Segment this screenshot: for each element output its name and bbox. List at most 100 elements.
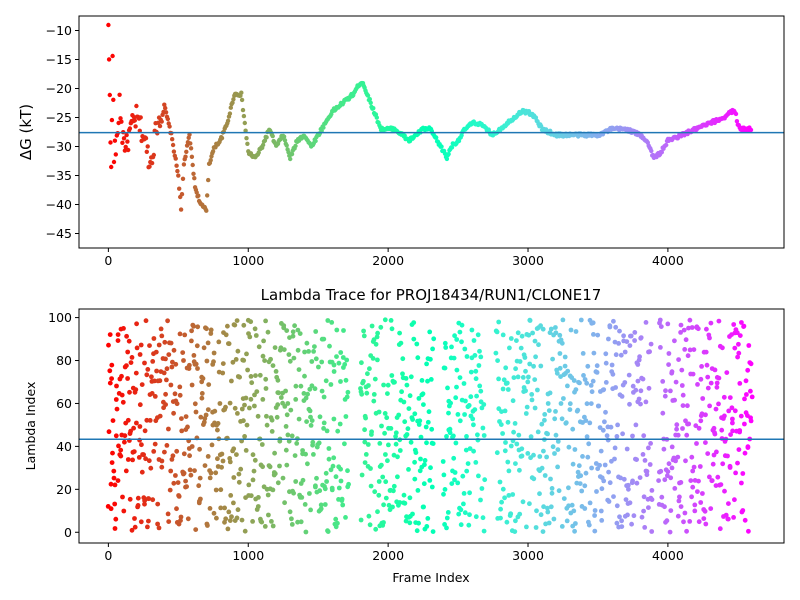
lambda-point [468,369,474,375]
delta-g-point [176,173,181,178]
delta-g-point [180,176,186,181]
lambda-point [475,332,481,338]
lambda-point [707,335,712,341]
lambda-point [442,365,448,371]
lambda-point [661,446,667,452]
lambda-point [164,443,170,448]
lambda-point [519,333,525,339]
lambda-point [481,433,487,438]
lambda-point [503,440,508,445]
lambda-point [566,485,571,491]
lambda-point [321,394,327,400]
lambda-point [462,346,468,352]
lambda-point [234,452,239,457]
lambda-point [502,448,508,454]
lambda-point [181,358,186,363]
lambda-point [208,327,214,333]
lambda-point [374,334,380,340]
delta-g-point [119,119,124,124]
lambda-point [500,332,506,338]
lambda-point [177,331,183,337]
lambda-point [235,411,240,416]
lambda-point [220,361,226,366]
lambda-point [518,345,524,351]
lambda-point [573,521,578,526]
delta-g-point [175,168,180,174]
lambda-point [248,493,254,499]
lambda-point [478,388,484,394]
lambda-point [527,361,533,367]
lambda-point [227,518,233,523]
lambda-point [410,417,415,422]
lambda-point [541,504,546,510]
lambda-point [582,506,588,511]
lambda-point [729,405,735,411]
lambda-point [690,484,696,490]
lambda-point [219,464,225,470]
lambda-point [138,519,144,525]
lambda-point [193,361,199,367]
lambda-point [691,464,697,470]
lambda-point [344,357,350,363]
lambda-point [338,379,343,384]
lambda-point [428,465,433,471]
lambda-point [607,324,613,330]
delta-g-point [284,143,289,148]
lambda-point [549,486,555,491]
lambda-point [421,504,426,510]
delta-g-point [367,97,372,102]
lambda-point [630,478,635,484]
lambda-point [183,414,189,419]
lambda-point [678,330,683,335]
lambda-point [545,401,551,406]
lambda-point [163,356,168,362]
lambda-point [512,421,518,426]
lambda-point [564,518,570,524]
lambda-point [505,419,511,425]
lambda-point [745,367,751,373]
delta-g-point [293,143,298,149]
lambda-point [113,433,119,439]
lambda-point [508,336,514,341]
lambda-point [178,518,183,523]
lambda-point [573,387,579,392]
lambda-point [255,413,261,419]
lambda-point [261,338,266,344]
lambda-point [624,446,630,452]
lambda-point [649,529,655,534]
lambda-point [457,329,463,335]
lambda-point [152,394,158,399]
lambda-point [342,441,347,447]
delta-g-point [242,120,247,126]
lambda-point [646,445,651,451]
lambda-point [577,380,582,386]
lambda-point [109,362,115,368]
lambda-point [362,439,368,445]
lambda-point [406,467,411,472]
lambda-point [289,516,294,522]
lambda-point [539,465,545,471]
lambda-point [125,457,131,462]
lambda-point [375,330,380,336]
lambda-point [375,357,380,363]
lambda-point [226,341,232,347]
lambda-point [662,477,668,483]
lambda-point [121,326,126,331]
lambda-point [337,421,343,427]
lambda-point [256,495,261,500]
lambda-point [139,382,145,387]
lambda-point [639,514,645,520]
lambda-point [141,452,147,458]
lambda-point [544,454,549,460]
lambda-point [562,363,568,369]
lambda-point [384,415,390,421]
lambda-point [161,370,167,376]
lambda-point [640,452,646,457]
lambda-point [512,529,518,534]
lambda-point [710,461,716,467]
lambda-point [681,519,686,525]
delta-g-point [174,163,179,168]
lambda-point [648,341,654,347]
lambda-point [508,443,514,449]
lambda-point [565,383,570,389]
